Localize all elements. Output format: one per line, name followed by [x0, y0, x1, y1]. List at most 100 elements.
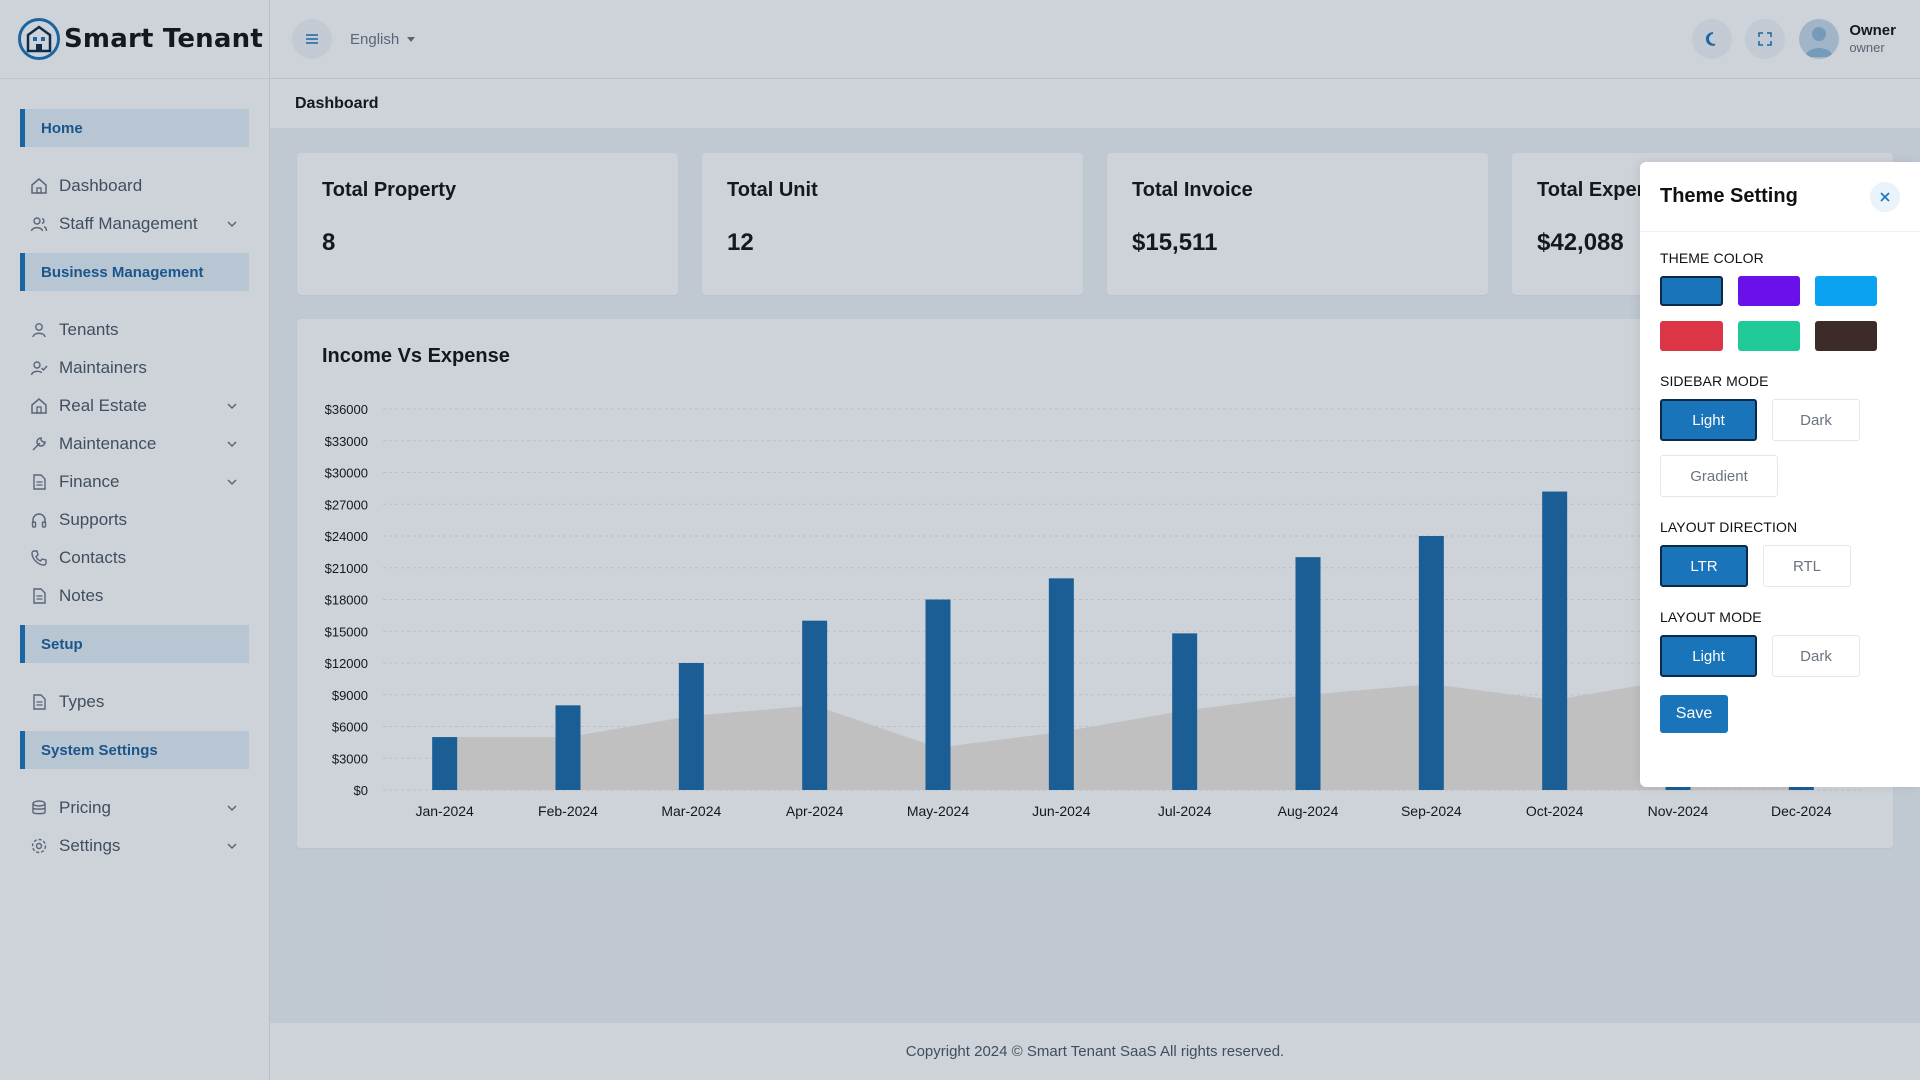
- sidebar-item-supports[interactable]: Supports: [20, 501, 249, 539]
- language-select[interactable]: English: [350, 31, 416, 48]
- stat-value: 8: [322, 229, 336, 256]
- theme-color-swatch[interactable]: [1660, 321, 1723, 351]
- y-tick-label: $18000: [325, 593, 368, 608]
- stat-title: Total Unit: [727, 179, 818, 201]
- x-tick-label: Nov-2024: [1648, 803, 1709, 819]
- app-name: Smart Tenant: [64, 24, 263, 54]
- sidebar-item-label: Contacts: [59, 548, 127, 567]
- sidebar-item-maintenance[interactable]: Maintenance: [20, 425, 249, 463]
- avatar: [1799, 19, 1840, 59]
- sidebar-mode-gradient-button[interactable]: Gradient: [1660, 455, 1778, 497]
- sidebar-item-notes[interactable]: Notes: [20, 577, 249, 615]
- sidebar-item-pricing[interactable]: Pricing: [20, 789, 249, 827]
- chevron-down-icon: [227, 441, 237, 448]
- sidebar-item-contacts[interactable]: Contacts: [20, 539, 249, 577]
- stat-card-total-property: Total Property 8: [297, 153, 678, 295]
- user-menu[interactable]: Owner owner: [1799, 19, 1896, 59]
- sidebar-section-home: Home: [20, 109, 249, 147]
- income-bar: [1418, 536, 1444, 790]
- stat-value: $15,511: [1132, 229, 1218, 256]
- menu-icon: [306, 34, 318, 44]
- y-tick-label: $12000: [325, 656, 368, 671]
- sidebar-item-label: Staff Management: [59, 214, 198, 233]
- moon-icon: [1706, 32, 1716, 46]
- top-header: English Owner owner: [270, 0, 1920, 79]
- stat-value: $42,088: [1537, 229, 1624, 256]
- sidebar-item-types[interactable]: Types: [20, 683, 249, 721]
- sidebar-item-dashboard[interactable]: Dashboard: [20, 167, 249, 205]
- theme-color-swatch[interactable]: [1815, 276, 1877, 306]
- sidebar-item-maintainers[interactable]: Maintainers: [20, 349, 249, 387]
- layout-direction-rtl-button[interactable]: RTL: [1763, 545, 1851, 587]
- income-bar: [678, 663, 704, 790]
- sidebar-mode-dark-button[interactable]: Dark: [1772, 399, 1860, 441]
- x-tick-label: Mar-2024: [661, 803, 721, 819]
- stat-card-total-unit: Total Unit 12: [702, 153, 1083, 295]
- footer: Copyright 2024 © Smart Tenant SaaS All r…: [270, 1023, 1920, 1080]
- sidebar-item-settings[interactable]: Settings: [20, 827, 249, 865]
- theme-color-swatch[interactable]: [1815, 321, 1877, 351]
- dark-mode-toggle-button[interactable]: [1692, 19, 1733, 59]
- fullscreen-icon: [1758, 32, 1773, 46]
- income-bar: [1295, 557, 1321, 790]
- y-tick-label: $9000: [332, 688, 368, 703]
- income-bar: [555, 705, 581, 790]
- sidebar-item-tenants[interactable]: Tenants: [20, 311, 249, 349]
- sidebar-item-label: Finance: [59, 472, 120, 491]
- sidebar-item-finance[interactable]: Finance: [20, 463, 249, 501]
- sidebar-mode-light-button[interactable]: Light: [1660, 399, 1757, 441]
- sidebar-section-system-settings: System Settings: [20, 731, 249, 769]
- income-bar: [925, 599, 951, 790]
- logo[interactable]: Smart Tenant: [0, 0, 269, 79]
- sidebar-item-label: Pricing: [59, 798, 111, 817]
- sidebar-item-staff-management[interactable]: Staff Management: [20, 205, 249, 243]
- theme-color-swatch[interactable]: [1738, 276, 1800, 306]
- stat-value: 12: [727, 229, 754, 256]
- x-tick-label: Sep-2024: [1401, 803, 1462, 819]
- chevron-down-icon: [227, 479, 237, 486]
- stat-title: Total Invoice: [1132, 179, 1253, 201]
- headphones-icon: [30, 511, 48, 529]
- y-tick-label: $21000: [325, 561, 368, 576]
- save-button[interactable]: Save: [1660, 695, 1728, 733]
- chevron-down-icon: [227, 221, 237, 228]
- y-tick-label: $30000: [325, 466, 368, 481]
- sidebar-item-real-estate[interactable]: Real Estate: [20, 387, 249, 425]
- chevron-down-icon: [227, 403, 237, 410]
- page-title: Dashboard: [270, 79, 1920, 128]
- wrench-icon: [30, 435, 48, 453]
- layout-mode-light-button[interactable]: Light: [1660, 635, 1757, 677]
- copyright-text: Copyright 2024 © Smart Tenant SaaS All r…: [905, 1043, 1285, 1060]
- layout-mode-dark-button[interactable]: Dark: [1772, 635, 1860, 677]
- menu-toggle-button[interactable]: [292, 19, 332, 59]
- income-bar: [802, 620, 828, 790]
- y-tick-label: $0: [354, 783, 368, 798]
- home-icon: [30, 177, 48, 195]
- sidebar-item-label: Maintenance: [59, 434, 157, 453]
- gear-icon: [30, 837, 48, 855]
- layout-direction-ltr-button[interactable]: LTR: [1660, 545, 1748, 587]
- sidebar: Smart Tenant Home Dashboard Staff Manage…: [0, 0, 270, 1080]
- income-bar: [1542, 491, 1568, 790]
- sidebar-item-label: Types: [59, 692, 105, 711]
- income-bar: [1665, 784, 1691, 790]
- theme-color-swatch[interactable]: [1660, 276, 1723, 306]
- x-tick-label: Feb-2024: [538, 803, 598, 819]
- x-tick-label: Dec-2024: [1771, 803, 1832, 819]
- y-tick-label: $27000: [325, 497, 368, 512]
- panel-title: Theme Setting: [1660, 185, 1798, 207]
- fullscreen-button[interactable]: [1745, 19, 1786, 59]
- phone-icon: [30, 549, 48, 567]
- database-icon: [30, 799, 48, 817]
- sidebar-item-label: Settings: [59, 836, 121, 855]
- theme-color-swatch[interactable]: [1738, 321, 1800, 351]
- income-bar: [1172, 633, 1198, 790]
- layout-mode-label: LAYOUT MODE: [1660, 609, 1762, 625]
- user-icon: [30, 321, 48, 339]
- logo-icon: [18, 18, 60, 60]
- y-tick-label: $6000: [332, 720, 368, 735]
- sidebar-item-label: Dashboard: [59, 176, 143, 195]
- stat-card-total-invoice: Total Invoice $15,511: [1107, 153, 1488, 295]
- close-button[interactable]: [1870, 181, 1900, 212]
